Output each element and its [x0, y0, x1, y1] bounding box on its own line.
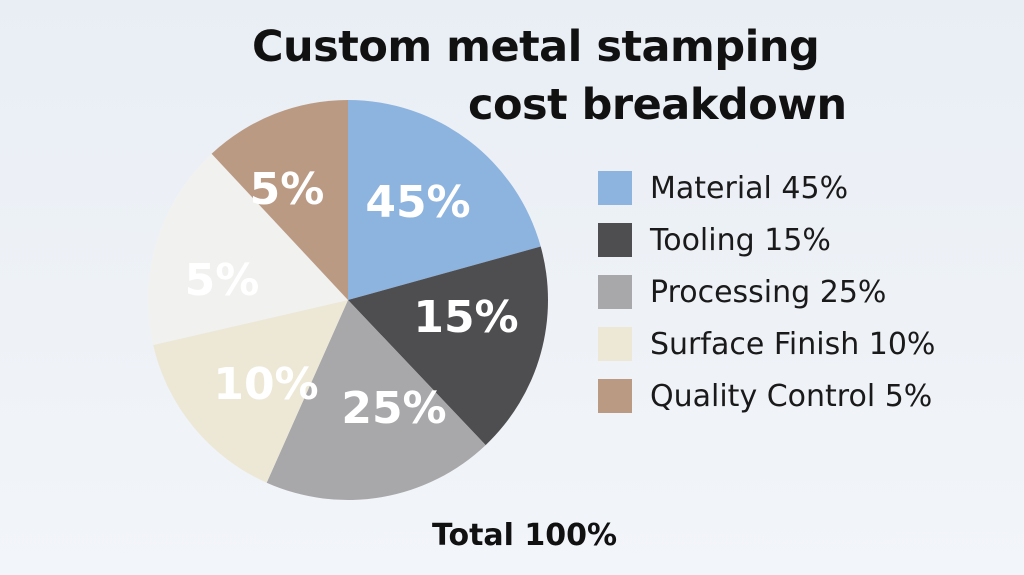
legend-swatch-tooling: [598, 223, 632, 257]
pie-label-unlabeled: 5%: [185, 255, 260, 306]
pie-slice-unlabeled: [148, 153, 348, 345]
total-label: Total 100%: [432, 518, 618, 553]
legend-label-material: Material 45%: [650, 170, 849, 206]
legend-item-processing: Processing 25%: [598, 266, 935, 318]
legend: Material 45% Tooling 15% Processing 25% …: [598, 162, 935, 422]
chart-title-line-1: Custom metal stamping: [252, 22, 820, 72]
legend-swatch-processing: [598, 275, 632, 309]
legend-item-quality-control: Quality Control 5%: [598, 370, 935, 422]
pie-slice-labels: 45% 15% 25% 10% 5% 5%: [185, 164, 519, 434]
legend-swatch-surface-finish: [598, 327, 632, 361]
pie-label-processing: 25%: [341, 383, 446, 434]
pie-slice-material: [348, 100, 541, 300]
pie-label-quality-control: 5%: [250, 164, 325, 215]
pie-label-tooling: 15%: [413, 292, 518, 343]
pie-slice-tooling: [348, 246, 549, 446]
legend-label-quality-control: Quality Control 5%: [650, 378, 933, 414]
pie-slice-quality-control: [211, 100, 348, 300]
legend-item-material: Material 45%: [598, 162, 935, 214]
pie-slice-surface-finish: [153, 300, 348, 483]
legend-item-tooling: Tooling 15%: [598, 214, 935, 266]
pie-label-material: 45%: [365, 177, 470, 228]
pie-slices: [148, 100, 549, 500]
legend-item-surface-finish: Surface Finish 10%: [598, 318, 935, 370]
legend-swatch-material: [598, 171, 632, 205]
pie-slice-processing: [266, 300, 486, 500]
legend-label-surface-finish: Surface Finish 10%: [650, 326, 936, 362]
pie-label-surface-finish: 10%: [213, 359, 318, 410]
legend-swatch-quality-control: [598, 379, 632, 413]
legend-label-tooling: Tooling 15%: [650, 222, 831, 258]
legend-label-processing: Processing 25%: [650, 274, 887, 310]
chart-title-line-2: cost breakdown: [468, 80, 847, 130]
